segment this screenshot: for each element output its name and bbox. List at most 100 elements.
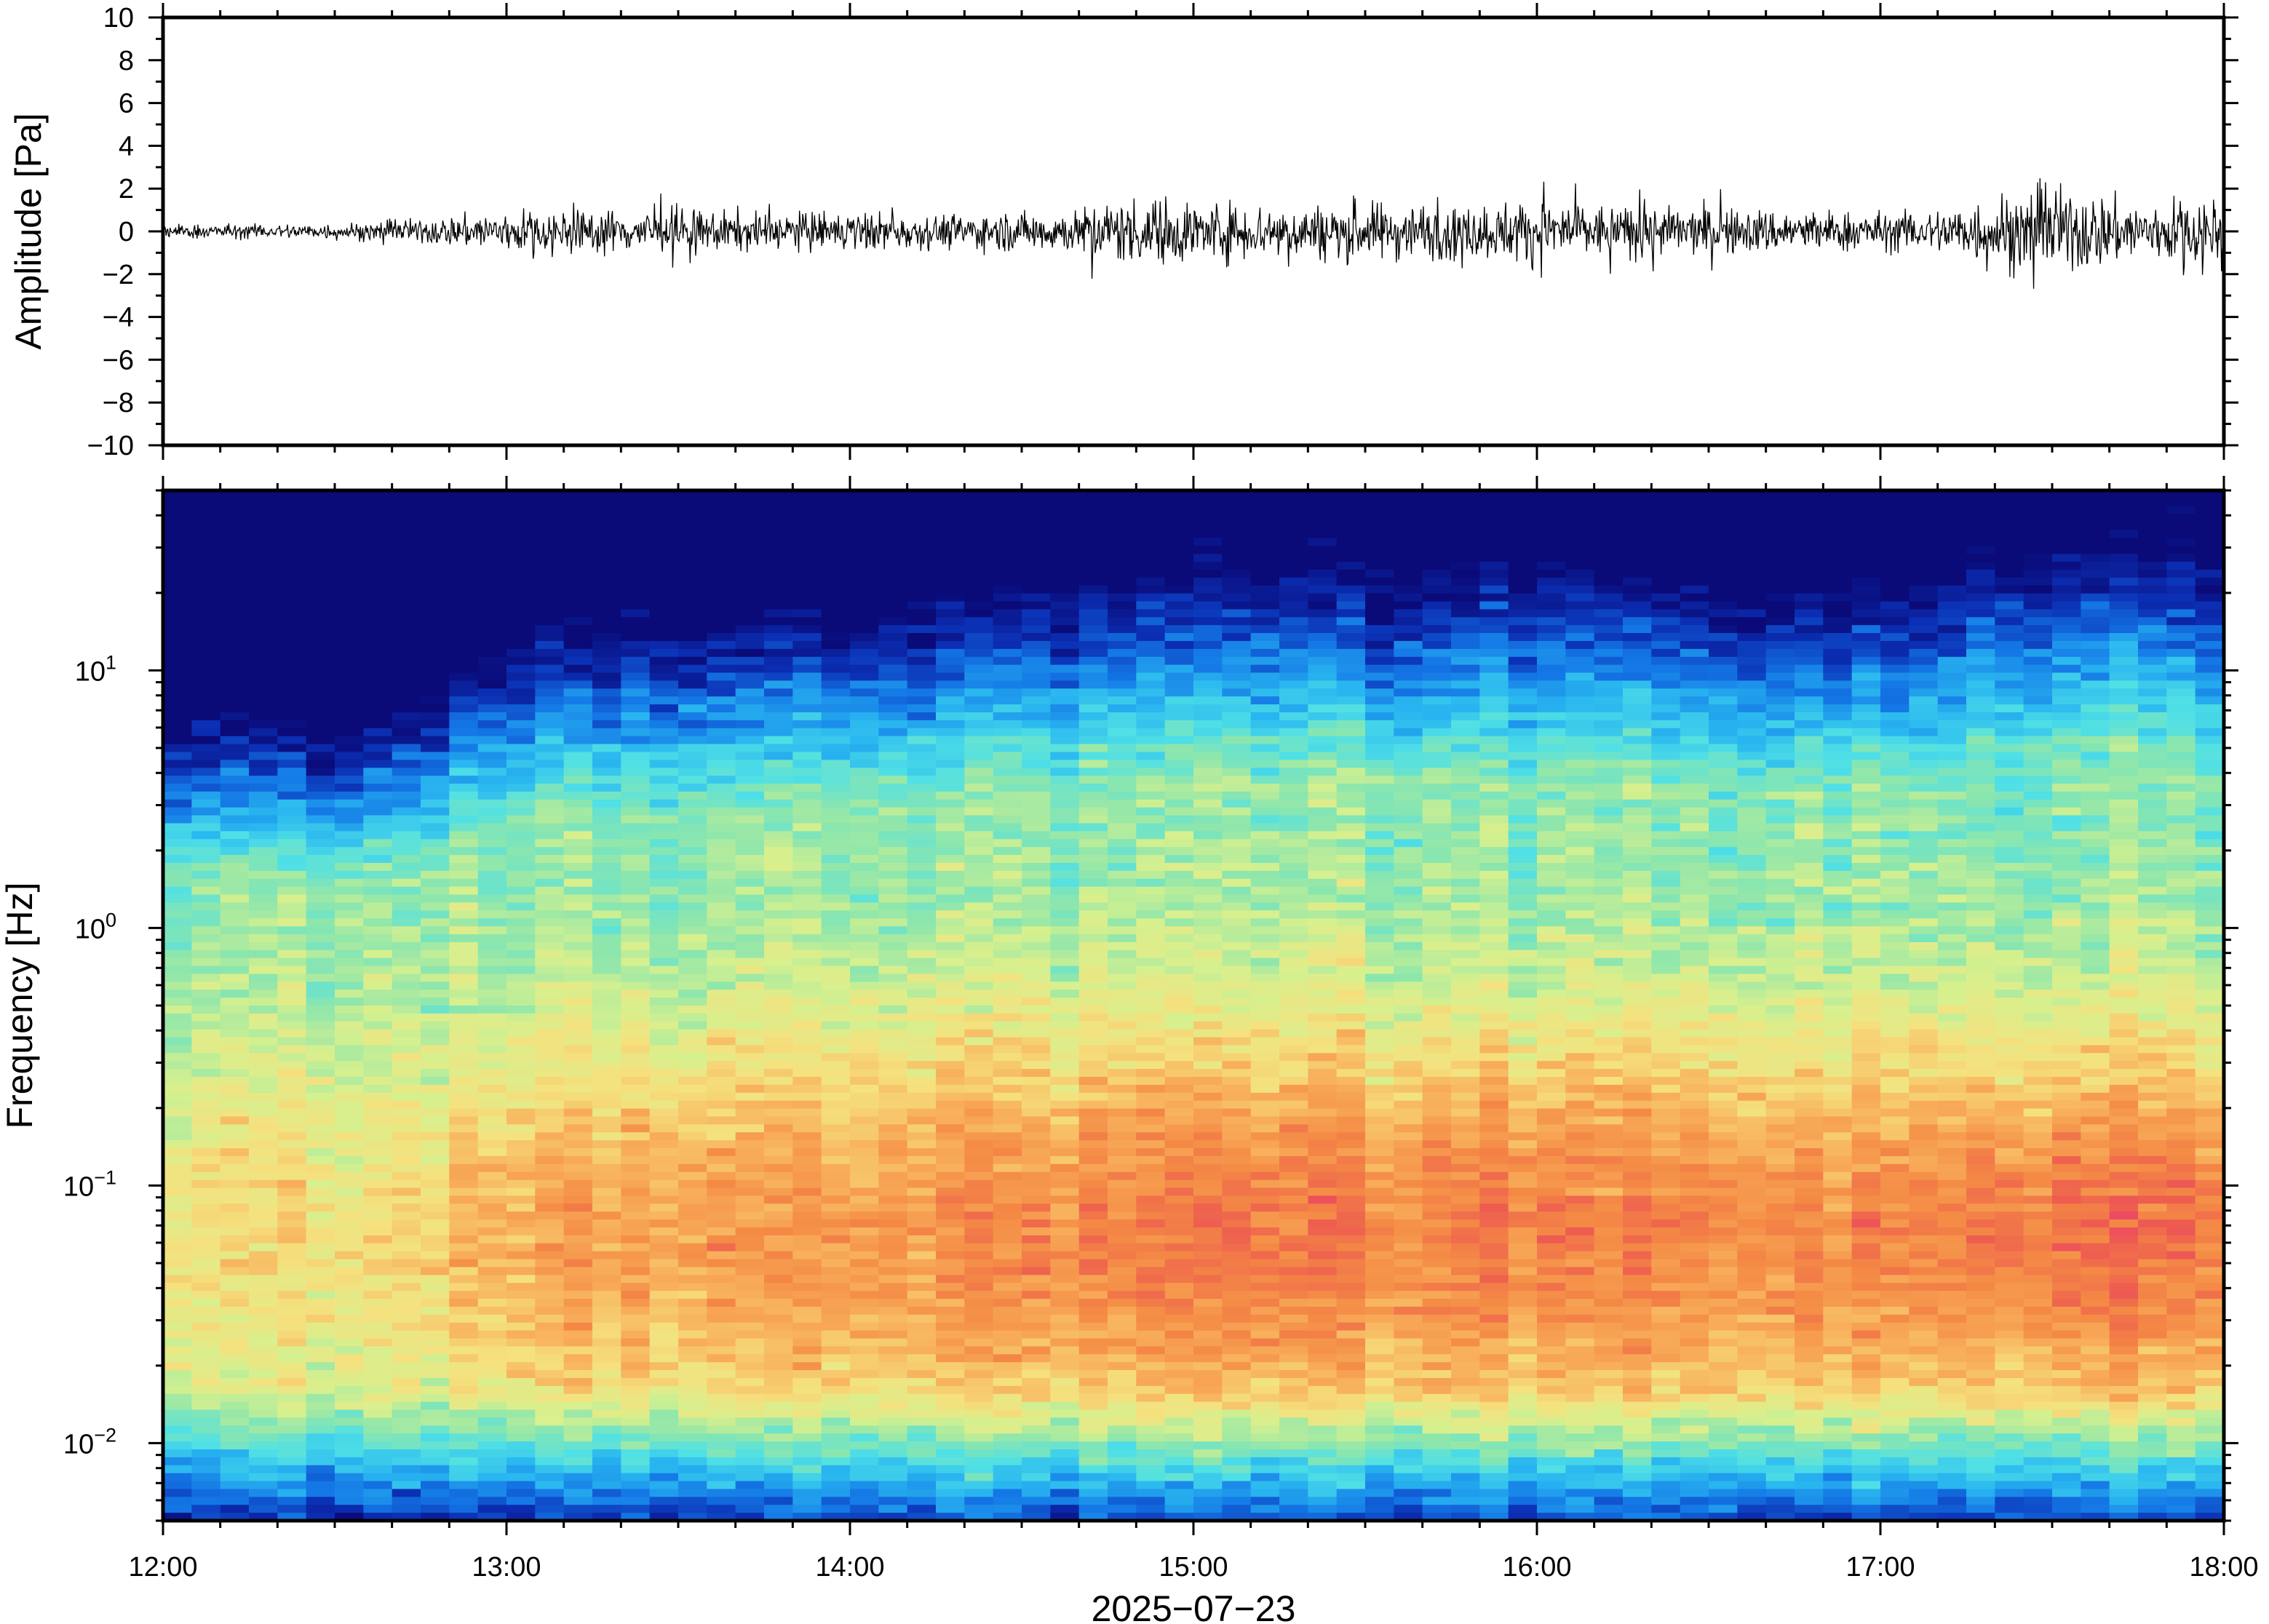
spectrogram-cell (1222, 1092, 1252, 1102)
spectrogram-cell (1164, 577, 1194, 586)
spectrogram-cell (764, 1013, 793, 1022)
spectrogram-cell (163, 514, 192, 523)
spectrogram-cell (821, 1195, 851, 1204)
spectrogram-cell (1193, 1283, 1223, 1291)
spectrogram-cell (563, 633, 593, 642)
spectrogram-cell (1108, 894, 1137, 903)
spectrogram-cell (191, 609, 221, 618)
spectrogram-cell (191, 1457, 221, 1466)
spectrogram-cell (649, 902, 679, 911)
spectrogram-cell (792, 1108, 822, 1118)
spectrogram-cell (592, 1013, 621, 1022)
spectrogram-cell (535, 958, 565, 967)
spectrogram-cell (707, 1433, 736, 1442)
spectrogram-cell (1164, 942, 1194, 951)
spectrogram-cell (163, 1045, 192, 1054)
spectrogram-cell (850, 1513, 879, 1521)
spectrogram-cell (1078, 554, 1108, 562)
spectrogram-cell (220, 1497, 250, 1505)
spectrogram-cell (907, 760, 937, 768)
spectrogram-cell (649, 514, 679, 523)
spectrogram-cell (421, 1061, 450, 1070)
spectrogram-cell (592, 601, 621, 610)
spectrogram-cell (964, 894, 994, 903)
spectrogram-cell (1164, 522, 1194, 531)
spectrogram-cell (1136, 839, 1166, 848)
spectrogram-cell (220, 768, 250, 776)
spectrogram-cell (592, 966, 621, 975)
spectrogram-cell (1164, 1330, 1194, 1340)
spectrogram-cell (1022, 950, 1051, 959)
spectrogram-cell (335, 704, 364, 713)
spectrogram-cell (392, 1346, 421, 1355)
spectrogram-cell (506, 1489, 536, 1497)
spectrogram-cell (392, 934, 421, 943)
spectrogram-cell (1050, 784, 1080, 792)
spectrogram-cell (1022, 1045, 1051, 1054)
spectrogram-cell (163, 1037, 192, 1046)
spectrogram-cell (1022, 823, 1051, 832)
spectrogram-cell (1050, 1061, 1080, 1070)
spectrogram-cell (1193, 1457, 1223, 1466)
spectrogram-cell (1222, 1330, 1252, 1340)
spectrogram-cell (1108, 1441, 1137, 1450)
spectrogram-cell (163, 1021, 192, 1030)
spectrogram-cell (649, 538, 679, 546)
spectrogram-cell (993, 538, 1022, 546)
spectrogram-cell (907, 1433, 937, 1442)
spectrogram-cell (1078, 1259, 1108, 1268)
spectrogram-cell (1222, 1377, 1252, 1387)
spectrogram-cell (1136, 1235, 1166, 1244)
spectrogram-cell (535, 807, 565, 816)
spectrogram-cell (392, 728, 421, 737)
spectrogram-cell (220, 839, 250, 848)
spectrogram-cell (678, 593, 707, 602)
spectrogram-cell (1222, 894, 1252, 903)
spectrogram-cell (249, 990, 278, 998)
spectrogram-cell (993, 1053, 1022, 1062)
spectrogram-cell (707, 688, 736, 697)
spectrogram-cell (907, 1077, 937, 1086)
spectrogram-cell (1222, 1291, 1252, 1299)
spectrogram-cell (592, 807, 621, 816)
spectrogram-cell (449, 625, 479, 634)
spectrogram-cell (735, 617, 765, 626)
spectrogram-cell (277, 1513, 307, 1521)
spectrogram-cell (163, 847, 192, 856)
spectrogram-cell (421, 1084, 450, 1094)
spectrogram-cell (1136, 1513, 1166, 1521)
spectrogram-cell (878, 1155, 908, 1165)
spectrogram-cell (878, 1409, 908, 1418)
spectrogram-cell (220, 958, 250, 967)
spectrogram-cell (1193, 1275, 1223, 1283)
spectrogram-cell (592, 950, 621, 959)
spectrogram-cell (335, 950, 364, 959)
spectrogram-cell (1136, 736, 1166, 745)
spectrogram-cell (563, 1227, 593, 1236)
spectrogram-cell (1164, 974, 1194, 982)
spectrogram-cell (563, 1385, 593, 1395)
spectrogram-cell (249, 831, 278, 840)
spectrogram-cell (764, 1465, 793, 1474)
spectrogram-cell (220, 664, 250, 674)
spectrogram-cell (1078, 1227, 1108, 1236)
spectrogram-cell (678, 530, 707, 538)
spectrogram-cell (421, 910, 450, 919)
spectrogram-cell (1022, 1338, 1051, 1347)
spectrogram-cell (335, 538, 364, 546)
spectrogram-cell (792, 1306, 822, 1315)
spectrogram-cell (964, 1148, 994, 1157)
spectrogram-cell (621, 1283, 651, 1291)
spectrogram-cell (506, 1267, 536, 1275)
spectrogram-cell (163, 640, 192, 650)
spectrogram-cell (1250, 609, 1280, 618)
spectrogram-cell (277, 1037, 307, 1046)
spectrogram-cell (1050, 1489, 1080, 1497)
spectrogram-cell (1050, 1267, 1080, 1275)
spectrogram-cell (535, 1417, 565, 1426)
spectrogram-cell (563, 862, 593, 872)
spectrogram-cell (1193, 1077, 1223, 1086)
spectrogram-cell (1193, 1227, 1223, 1236)
spectrogram-cell (392, 1291, 421, 1299)
spectrogram-cell (592, 490, 621, 499)
